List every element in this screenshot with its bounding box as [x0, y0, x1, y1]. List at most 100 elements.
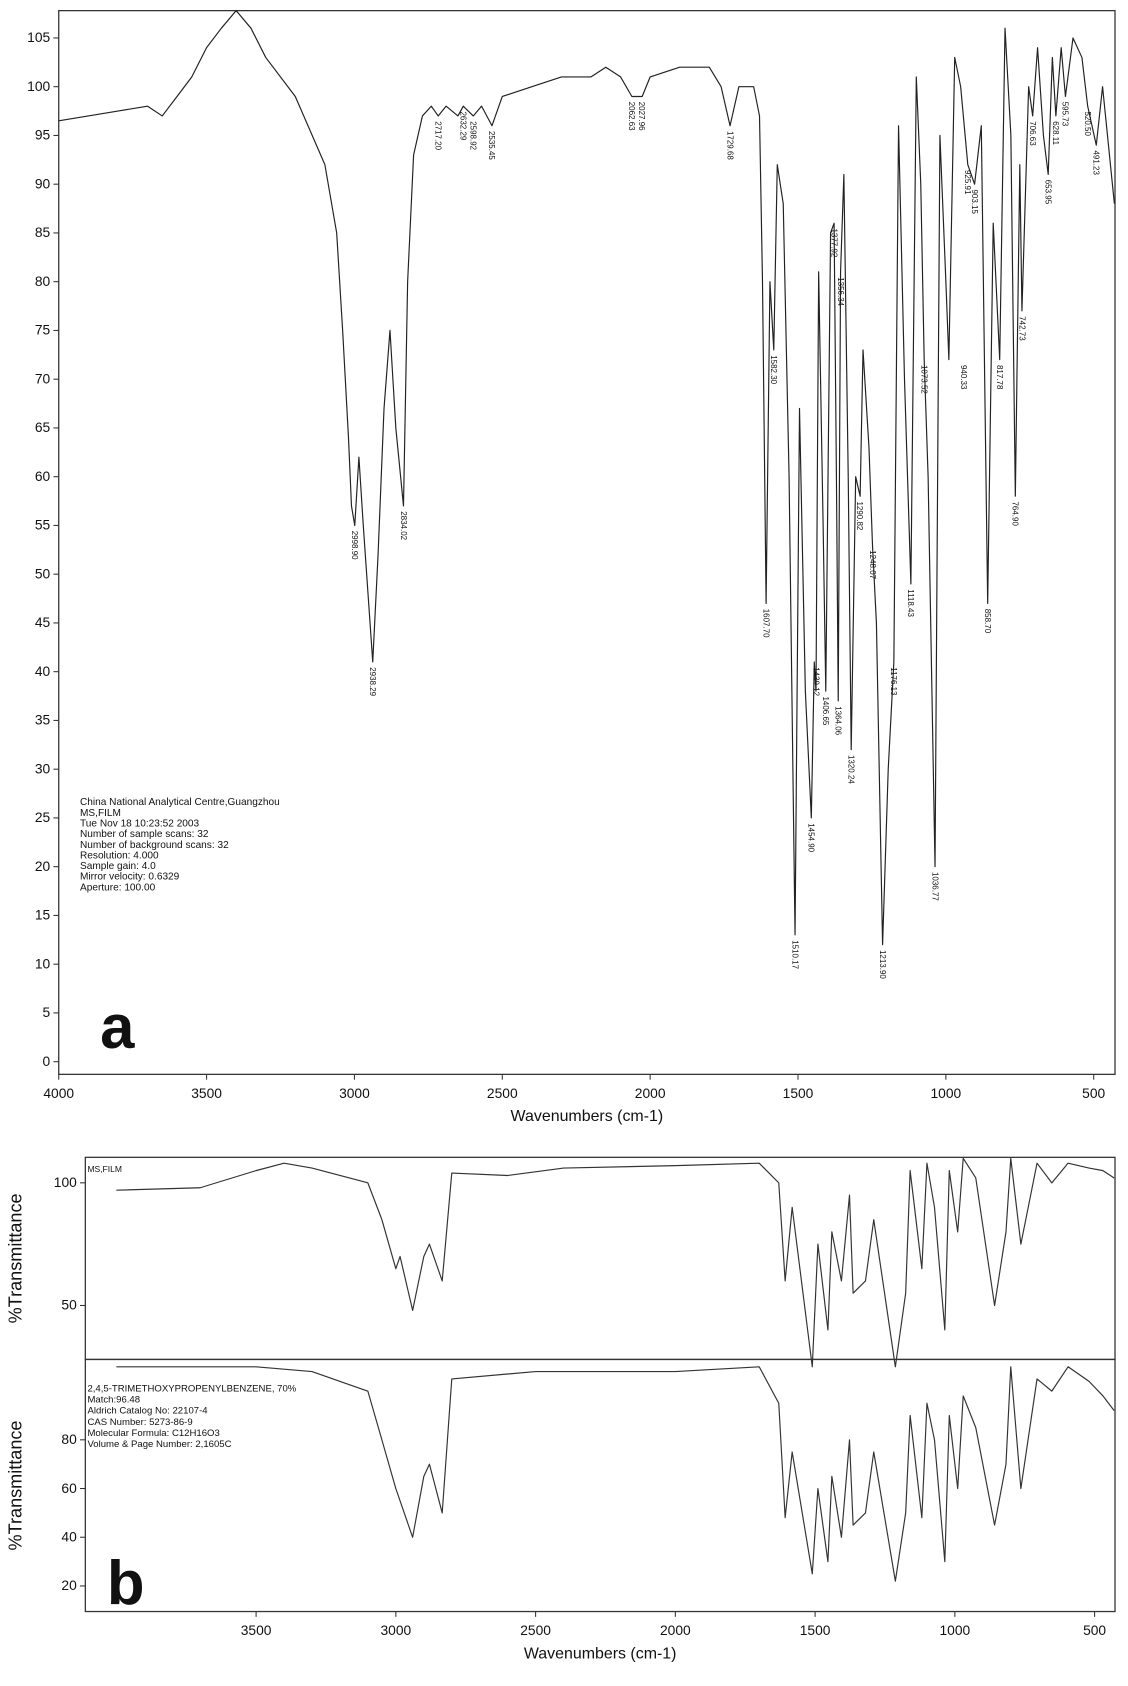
x-tick-label: 1500 [800, 1622, 831, 1638]
y-tick-label: 40 [35, 663, 51, 679]
peak-label: 2717.20 [433, 121, 442, 150]
peak-label: 903.15 [970, 190, 979, 215]
info-text: Number of background scans: 32 [80, 840, 229, 851]
x-tick-label: 3500 [191, 1085, 222, 1101]
y-tick-label: 5 [43, 1004, 51, 1020]
peak-label: 2598.92 [468, 121, 477, 150]
info-text: Match:96.48 [87, 1395, 140, 1406]
peak-label: 1510.17 [790, 940, 799, 969]
y-axis-label: %Transmittance [6, 1193, 26, 1323]
peak-label: 764.90 [1011, 502, 1020, 527]
x-tick-label: 1000 [930, 1085, 961, 1101]
peak-label: 817.78 [995, 365, 1004, 390]
peak-label: 1036.77 [930, 872, 939, 901]
info-text: Sample gain: 4.0 [80, 861, 156, 872]
x-axis-label: Wavenumbers (cm-1) [524, 1645, 677, 1662]
spectrum-line [58, 10, 1115, 946]
y-tick-label: 95 [35, 127, 51, 143]
peak-label: 491.23 [1092, 151, 1101, 176]
info-text: MS,FILM [87, 1164, 121, 1174]
x-tick-label: 2500 [487, 1085, 518, 1101]
y-tick-label: 105 [27, 29, 50, 45]
peak-label: 520.50 [1083, 112, 1092, 137]
y-tick-label: 10 [35, 955, 51, 971]
peak-label: 1729.68 [725, 131, 734, 160]
peak-label: 2834.02 [399, 511, 408, 540]
info-text: China National Analytical Centre,Guangzh… [80, 797, 280, 808]
peak-label: 1248.07 [868, 550, 877, 579]
peak-label: 628.11 [1051, 121, 1060, 145]
peak-label: 2998.90 [350, 531, 359, 560]
x-tick-label: 500 [1083, 1622, 1106, 1638]
peak-label: 653.95 [1044, 180, 1053, 205]
peak-label: 940.33 [959, 365, 968, 390]
peak-label: 1377.92 [829, 229, 838, 258]
peak-label: 742.73 [1017, 316, 1026, 341]
peak-label: 2632.29 [459, 112, 468, 141]
peak-label: 1118.43 [906, 589, 915, 617]
peak-label: 925.91 [963, 170, 972, 195]
info-text: Molecular Formula: C12H16O3 [87, 1428, 219, 1439]
y-tick-label: 80 [35, 273, 51, 289]
y-tick-label: 55 [35, 517, 51, 533]
y-tick-label: 35 [35, 712, 51, 728]
x-tick-label: 3500 [241, 1622, 272, 1638]
y-tick-label: 60 [35, 468, 51, 484]
info-text: 2,4,5-TRIMETHOXYPROPENYLBENZENE, 70% [87, 1383, 296, 1394]
peak-label: 1454.90 [807, 823, 816, 852]
info-text: Aperture: 100.00 [80, 882, 156, 893]
peak-label: 1364.06 [834, 706, 843, 735]
peak-label: 2535.45 [487, 131, 496, 160]
y-tick-label: 65 [35, 419, 51, 435]
y-tick-label: 50 [61, 1297, 77, 1313]
x-tick-label: 1500 [783, 1085, 814, 1101]
spectrum-line [116, 1366, 1115, 1582]
x-tick-label: 4000 [43, 1085, 74, 1101]
peak-label: 1607.70 [761, 609, 770, 638]
info-text: Number of sample scans: 32 [80, 829, 209, 840]
y-tick-label: 50 [35, 565, 51, 581]
y-tick-label: 15 [35, 907, 51, 923]
info-text: Tue Nov 18 10:23:52 2003 [80, 819, 200, 830]
x-tick-label: 2500 [520, 1622, 551, 1638]
panel-label: a [100, 993, 135, 1062]
plot-frame [84, 1358, 1116, 1613]
spectrum-line [116, 1157, 1115, 1368]
x-tick-label: 2000 [635, 1085, 666, 1101]
y-tick-label: 40 [61, 1529, 77, 1545]
peak-label: 1582.30 [769, 355, 778, 384]
peak-label: 1320.24 [847, 755, 856, 784]
panel-label: b [107, 1549, 145, 1618]
peak-label: 1176.13 [889, 667, 898, 696]
peak-label: 706.63 [1028, 121, 1037, 146]
peak-label: 1356.34 [836, 277, 845, 306]
y-tick-label: 20 [61, 1577, 77, 1593]
peak-label: 2027.96 [637, 102, 646, 131]
peak-label: 595.73 [1061, 102, 1070, 127]
x-tick-label: 2000 [660, 1622, 691, 1638]
info-text: CAS Number: 5273-86-9 [87, 1417, 192, 1428]
x-tick-label: 500 [1082, 1085, 1105, 1101]
x-tick-label: 3000 [339, 1085, 370, 1101]
peak-label: 1439.12 [811, 667, 820, 696]
info-text: Aldrich Catalog No: 22107-4 [87, 1406, 208, 1417]
info-text: MS,FILM [80, 808, 121, 819]
y-tick-label: 25 [35, 809, 51, 825]
x-axis-label: Wavenumbers (cm-1) [511, 1108, 664, 1125]
info-text: Volume & Page Number: 2,1605C [87, 1439, 231, 1450]
y-tick-label: 75 [35, 322, 51, 338]
y-tick-label: 45 [35, 614, 51, 630]
y-tick-label: 30 [35, 760, 51, 776]
y-tick-label: 90 [35, 175, 51, 191]
peak-label: 1406.65 [821, 697, 830, 726]
y-tick-label: 100 [27, 78, 50, 94]
y-tick-label: 100 [54, 1174, 77, 1190]
peak-label: 2938.29 [368, 667, 377, 696]
info-text: Mirror velocity: 0.6329 [80, 872, 180, 883]
peak-label: 1213.90 [878, 950, 887, 979]
y-tick-label: 60 [61, 1480, 77, 1496]
peak-label: 1073.52 [919, 365, 928, 394]
x-tick-label: 1000 [939, 1622, 970, 1638]
y-axis-label: %Transmittance [6, 1421, 26, 1551]
